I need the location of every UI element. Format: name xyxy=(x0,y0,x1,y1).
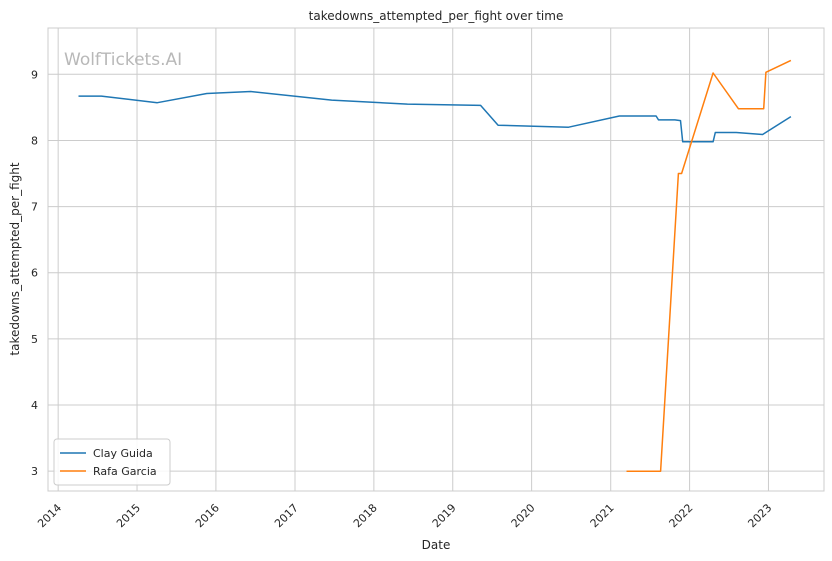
legend-label-clay-guida: Clay Guida xyxy=(93,447,153,460)
x-axis-title: Date xyxy=(422,538,451,552)
legend-label-rafa-garcia: Rafa Garcia xyxy=(93,465,157,478)
legend: Clay Guida Rafa Garcia xyxy=(53,438,171,486)
chart-title: takedowns_attempted_per_fight over time xyxy=(309,9,564,23)
y-tick-labels: 3 4 5 6 7 8 9 xyxy=(31,68,38,478)
y-tick-label-3: 3 xyxy=(31,465,38,478)
series-line-clay-guida xyxy=(78,90,792,143)
y-tick-label-8: 8 xyxy=(31,134,38,147)
plot-frame xyxy=(47,27,825,492)
y-tick-label-7: 7 xyxy=(31,201,38,214)
y-tick-label-6: 6 xyxy=(31,267,38,280)
watermark: WolfTickets.AI xyxy=(64,50,182,70)
y-axis-title: takedowns_attempted_per_fight xyxy=(8,162,22,355)
y-tick-label-5: 5 xyxy=(31,333,38,346)
y-tick-label-9: 9 xyxy=(31,68,38,81)
legend-box xyxy=(53,438,171,486)
y-tick-label-4: 4 xyxy=(31,399,38,412)
series-layer xyxy=(78,59,792,472)
series-line-rafa-garcia xyxy=(626,59,792,472)
gridlines xyxy=(48,28,824,491)
